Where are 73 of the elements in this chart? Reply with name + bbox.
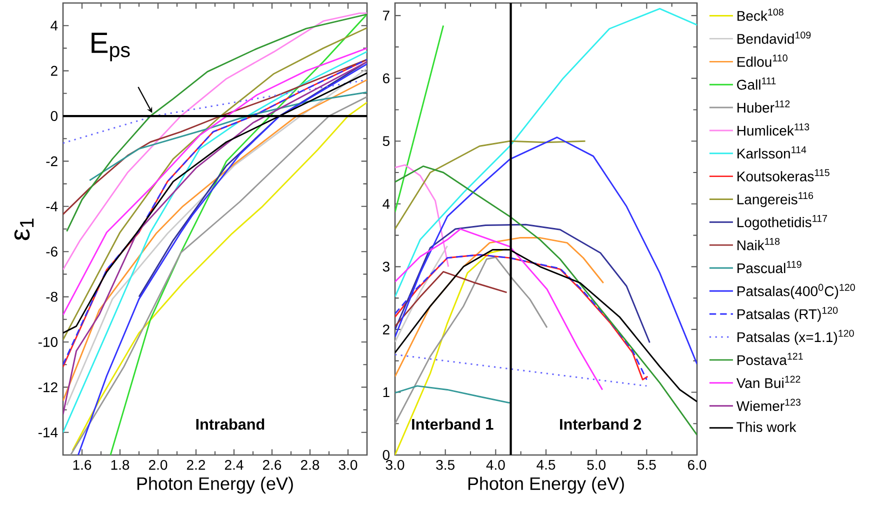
- x-tick-label: 2.2: [186, 460, 206, 470]
- legend-label: Bendavid$^{109}$: [738, 32, 811, 44]
- legend-label: Huber$^{112}$: [738, 100, 790, 113]
- x-tick-label: 2.0: [148, 460, 168, 470]
- y-tick-label: 6: [383, 73, 390, 84]
- legend-label: Logothetidis$^{117}$: [738, 215, 827, 230]
- legend-label: Edlou$^{110}$: [738, 54, 788, 67]
- y-tick-label: -8: [46, 292, 58, 302]
- x-tick-label: 5.5: [638, 460, 656, 470]
- legend-label: Patsalas (x=1.1)$^{120}$: [738, 330, 854, 345]
- line-series: [395, 354, 648, 387]
- x-axis-title: Photon Energy (eV): [137, 476, 293, 494]
- legend-label: Naik$^{118}$: [738, 238, 780, 250]
- y-tick-label: 1: [383, 387, 390, 398]
- x-tick-label: 1.6: [73, 460, 92, 470]
- annotation: Interband 1: [412, 418, 494, 430]
- line-series: [395, 270, 508, 328]
- y-tick-label: 2: [51, 66, 58, 76]
- legend-label: Karlsson$^{114}$: [738, 146, 806, 159]
- legend-label: Postava$^{121}$: [738, 352, 803, 366]
- x-tick-label: 3.0: [338, 460, 358, 470]
- line-series: [395, 224, 650, 344]
- x-tick-label: 4.0: [486, 460, 505, 470]
- y-tick-label: 4: [382, 199, 390, 209]
- y-tick-label: -10: [38, 337, 58, 347]
- y-tick-label: 5: [382, 136, 390, 146]
- y-axis-title: ε$_{1}$: [14, 218, 34, 240]
- y-tick-label: 0: [382, 450, 390, 460]
- y-tick-label: 3: [382, 262, 390, 272]
- line-series: [395, 385, 510, 404]
- legend-label: Gall$^{111}$: [737, 78, 776, 90]
- x-tick-label: 2.8: [300, 460, 320, 470]
- line-series: [88, 92, 368, 182]
- y-tick-label: -4: [46, 202, 58, 212]
- annotation: Intraband: [196, 418, 264, 430]
- y-tick-label: 2: [383, 324, 390, 334]
- x-tick-label: 1.8: [111, 460, 130, 470]
- y-tick-label: 4: [50, 20, 58, 30]
- legend-label: Patsalas (RT)$^{120}$: [738, 306, 838, 322]
- legend-label: Humlicek$^{113}$: [738, 123, 810, 136]
- line-series: [395, 164, 450, 268]
- y-tick-label: -14: [38, 428, 58, 438]
- legend-label: Pascual$^{119}$: [738, 260, 802, 274]
- annotation: E$_{ps}$: [92, 32, 130, 62]
- legend-label: Patsalas(400$^{0}$C)$^{120}$: [738, 284, 855, 299]
- x-tick-label: 3.5: [436, 460, 454, 470]
- y-tick-label: -2: [46, 156, 58, 166]
- legend-label: Van Bui$^{122}$: [736, 376, 800, 388]
- legend-label: Koutsokeras$^{115}$: [738, 169, 830, 182]
- y-tick-label: -12: [38, 382, 58, 392]
- line-series: [395, 165, 698, 436]
- annotation: Interband 2: [560, 418, 642, 430]
- y-tick-label: 7: [383, 10, 390, 20]
- x-tick-label: 5.0: [587, 460, 606, 470]
- legend-label: Wiemer$^{123}$: [736, 398, 800, 412]
- line-series: [110, 14, 368, 455]
- x-tick-label: 6.0: [688, 460, 706, 470]
- legend-label: This work: [736, 422, 796, 432]
- x-tick-label: 2.6: [262, 460, 282, 470]
- x-tick-label: 2.4: [224, 460, 244, 470]
- line-series: [395, 248, 508, 455]
- x-tick-label: 3.0: [386, 460, 404, 470]
- line-series: [395, 140, 586, 230]
- line-series: [395, 8, 698, 298]
- y-tick-label: -6: [46, 246, 58, 257]
- legend-label: Beck$^{108}$: [738, 8, 784, 21]
- x-tick-label: 4.5: [536, 460, 556, 470]
- line-series: [138, 61, 368, 298]
- y-tick-label: 0: [50, 111, 58, 121]
- line-series: [66, 14, 368, 232]
- line-series: [63, 12, 368, 270]
- x-axis-title: Photon Energy (eV): [468, 476, 624, 494]
- legend-label: Langereis$^{116}$: [738, 192, 814, 208]
